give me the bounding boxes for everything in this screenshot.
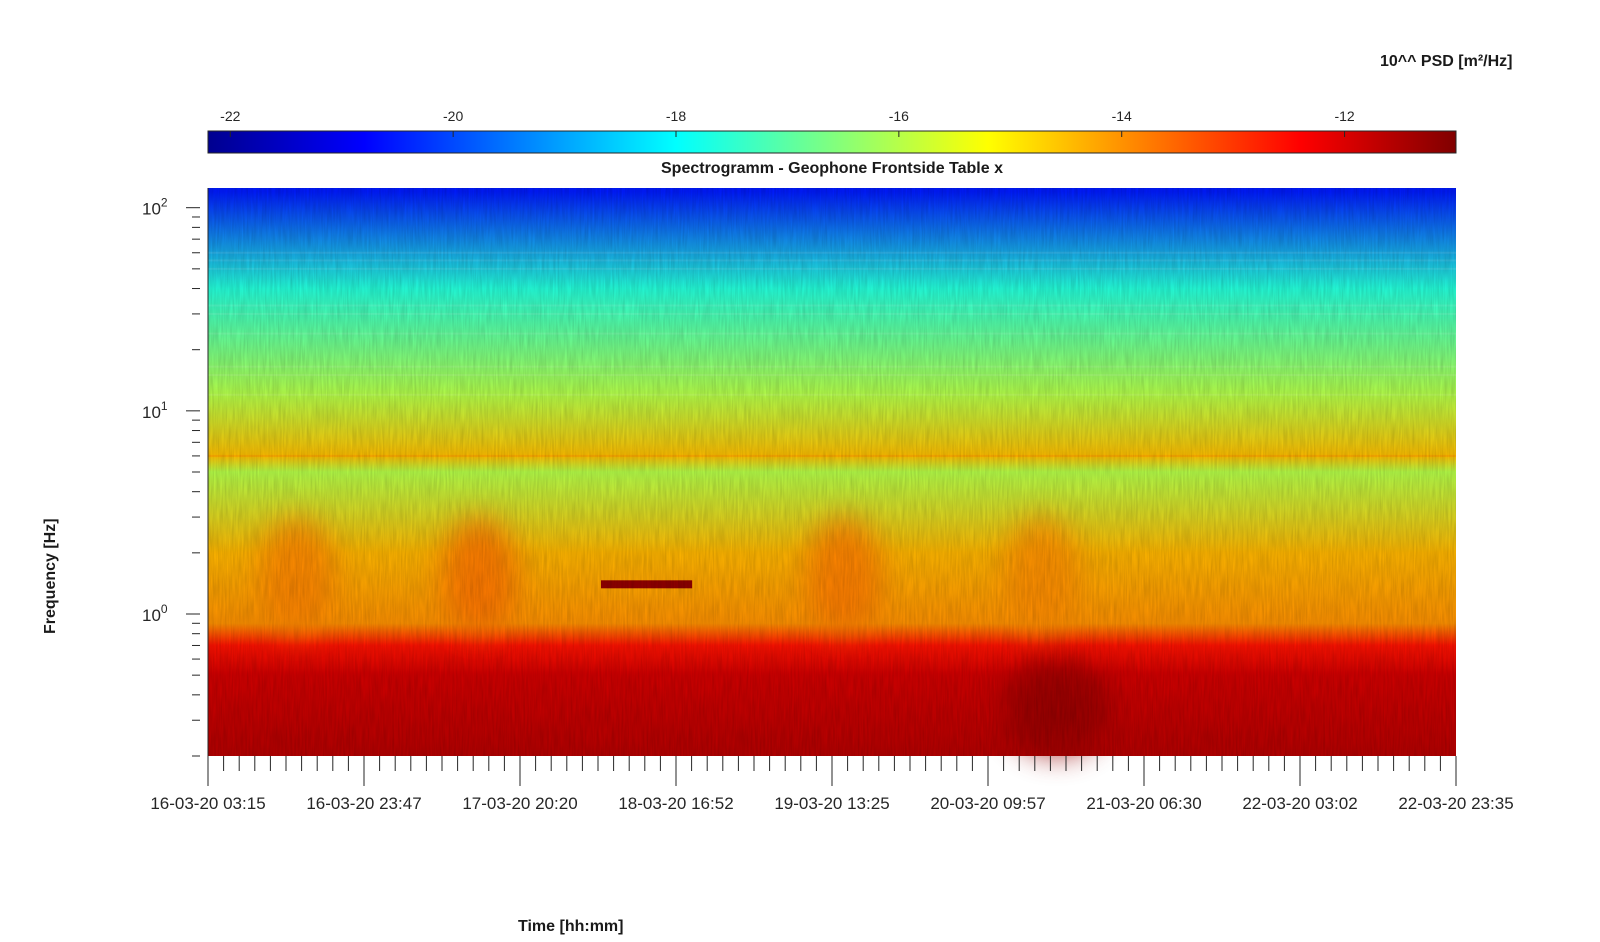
x-axis-label: Time [hh:mm]: [518, 918, 624, 935]
x-tick-label: 20-03-20 09:57: [930, 794, 1045, 813]
x-tick-label: 22-03-20 23:35: [1398, 794, 1513, 813]
x-tick-label: 18-03-20 16:52: [618, 794, 733, 813]
colorbar-tick-label: -22: [220, 108, 240, 124]
x-tick-label: 19-03-20 13:25: [774, 794, 889, 813]
x-tick-label: 22-03-20 03:02: [1242, 794, 1357, 813]
colorbar-tick-label: -16: [889, 108, 909, 124]
y-tick-label: 101: [142, 399, 168, 422]
plot-title: Spectrogramm - Geophone Frontside Table …: [661, 160, 1003, 177]
colorbar-tick-label: -20: [443, 108, 463, 124]
y-tick-label: 100: [142, 602, 168, 625]
x-tick-label: 17-03-20 20:20: [462, 794, 577, 813]
colorbar-tick-label: -14: [1112, 108, 1132, 124]
heatmap: [208, 188, 1456, 756]
colorbar-tick-label: -12: [1334, 108, 1354, 124]
axes: 100 101 102 16-03-20 03:15 16-03-20 23:47 17…: [142, 188, 1514, 813]
x-tick-label: 16-03-20 23:47: [306, 794, 421, 813]
y-tick-label: 102: [142, 196, 168, 219]
colorbar: -22 -20 -18 -16 -14 -12: [207, 108, 1457, 154]
colorbar-tick-label: -18: [666, 108, 686, 124]
colorbar-title: 10^^ PSD [m²/Hz]: [1380, 53, 1513, 70]
x-tick-label: 16-03-20 03:15: [150, 794, 265, 813]
x-tick-label: 21-03-20 06:30: [1086, 794, 1201, 813]
